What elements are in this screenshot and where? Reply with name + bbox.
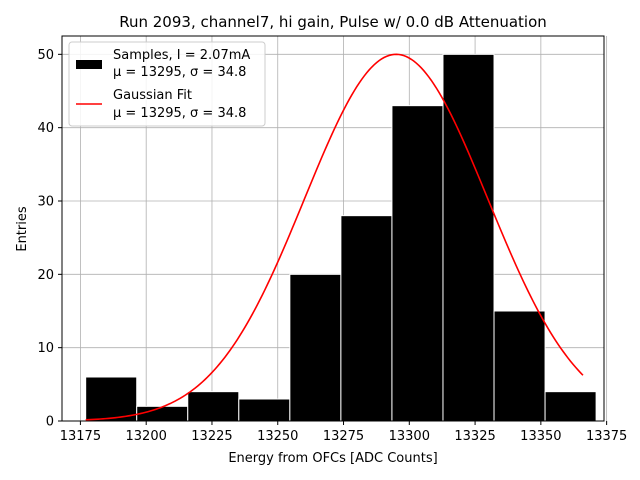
y-tick-label: 10: [37, 341, 54, 356]
x-tick-label: 13300: [389, 429, 430, 444]
histogram-bar: [85, 376, 138, 422]
legend-label-samples: Samples, I = 2.07mA: [113, 48, 250, 63]
x-tick-label: 13175: [60, 429, 101, 444]
histogram-bar: [442, 53, 495, 422]
histogram-bar: [187, 391, 240, 422]
y-axis-label: Entries: [15, 206, 30, 252]
legend: Samples, I = 2.07mA μ = 13295, σ = 34.8 …: [68, 41, 266, 127]
histogram-bar: [544, 391, 597, 422]
legend-box: [68, 41, 266, 127]
x-tick-label: 13200: [126, 429, 167, 444]
y-tick-label: 0: [46, 415, 54, 430]
legend-stats-fit: μ = 13295, σ = 34.8: [113, 106, 246, 121]
x-tick-label: 13225: [191, 429, 232, 444]
x-axis-ticks: 13175 13200 13225 13250 13275 13300 13325 13350…: [60, 421, 627, 444]
histogram-bar: [238, 398, 291, 422]
y-tick-label: 50: [37, 48, 54, 63]
y-tick-label: 30: [37, 195, 54, 210]
y-tick-label: 40: [37, 121, 54, 136]
histogram-bar: [391, 105, 444, 422]
gaussian-fit-line: [85, 53, 584, 421]
x-axis-label: Energy from OFCs [ADC Counts]: [228, 451, 437, 466]
plot-frame: [61, 35, 605, 422]
histogram-bar: [340, 215, 393, 422]
legend-label-fit: Gaussian Fit: [113, 88, 192, 103]
x-tick-label: 13375: [586, 429, 627, 444]
legend-stats-samples: μ = 13295, σ = 34.8: [113, 65, 246, 80]
y-tick-label: 20: [37, 268, 54, 283]
histogram-bar: [136, 405, 189, 422]
y-axis-ticks: 0 10 20 30 40 50: [37, 48, 62, 430]
x-tick-label: 13250: [257, 429, 298, 444]
histogram-bars: [85, 53, 597, 422]
x-tick-label: 13325: [454, 429, 495, 444]
chart-title: Run 2093, channel7, hi gain, Pulse w/ 0.…: [119, 13, 547, 31]
x-tick-label: 13350: [520, 429, 561, 444]
histogram-bar: [493, 310, 546, 422]
histogram-bar: [289, 273, 342, 422]
x-tick-label: 13275: [323, 429, 364, 444]
legend-swatch-samples: [76, 60, 102, 69]
